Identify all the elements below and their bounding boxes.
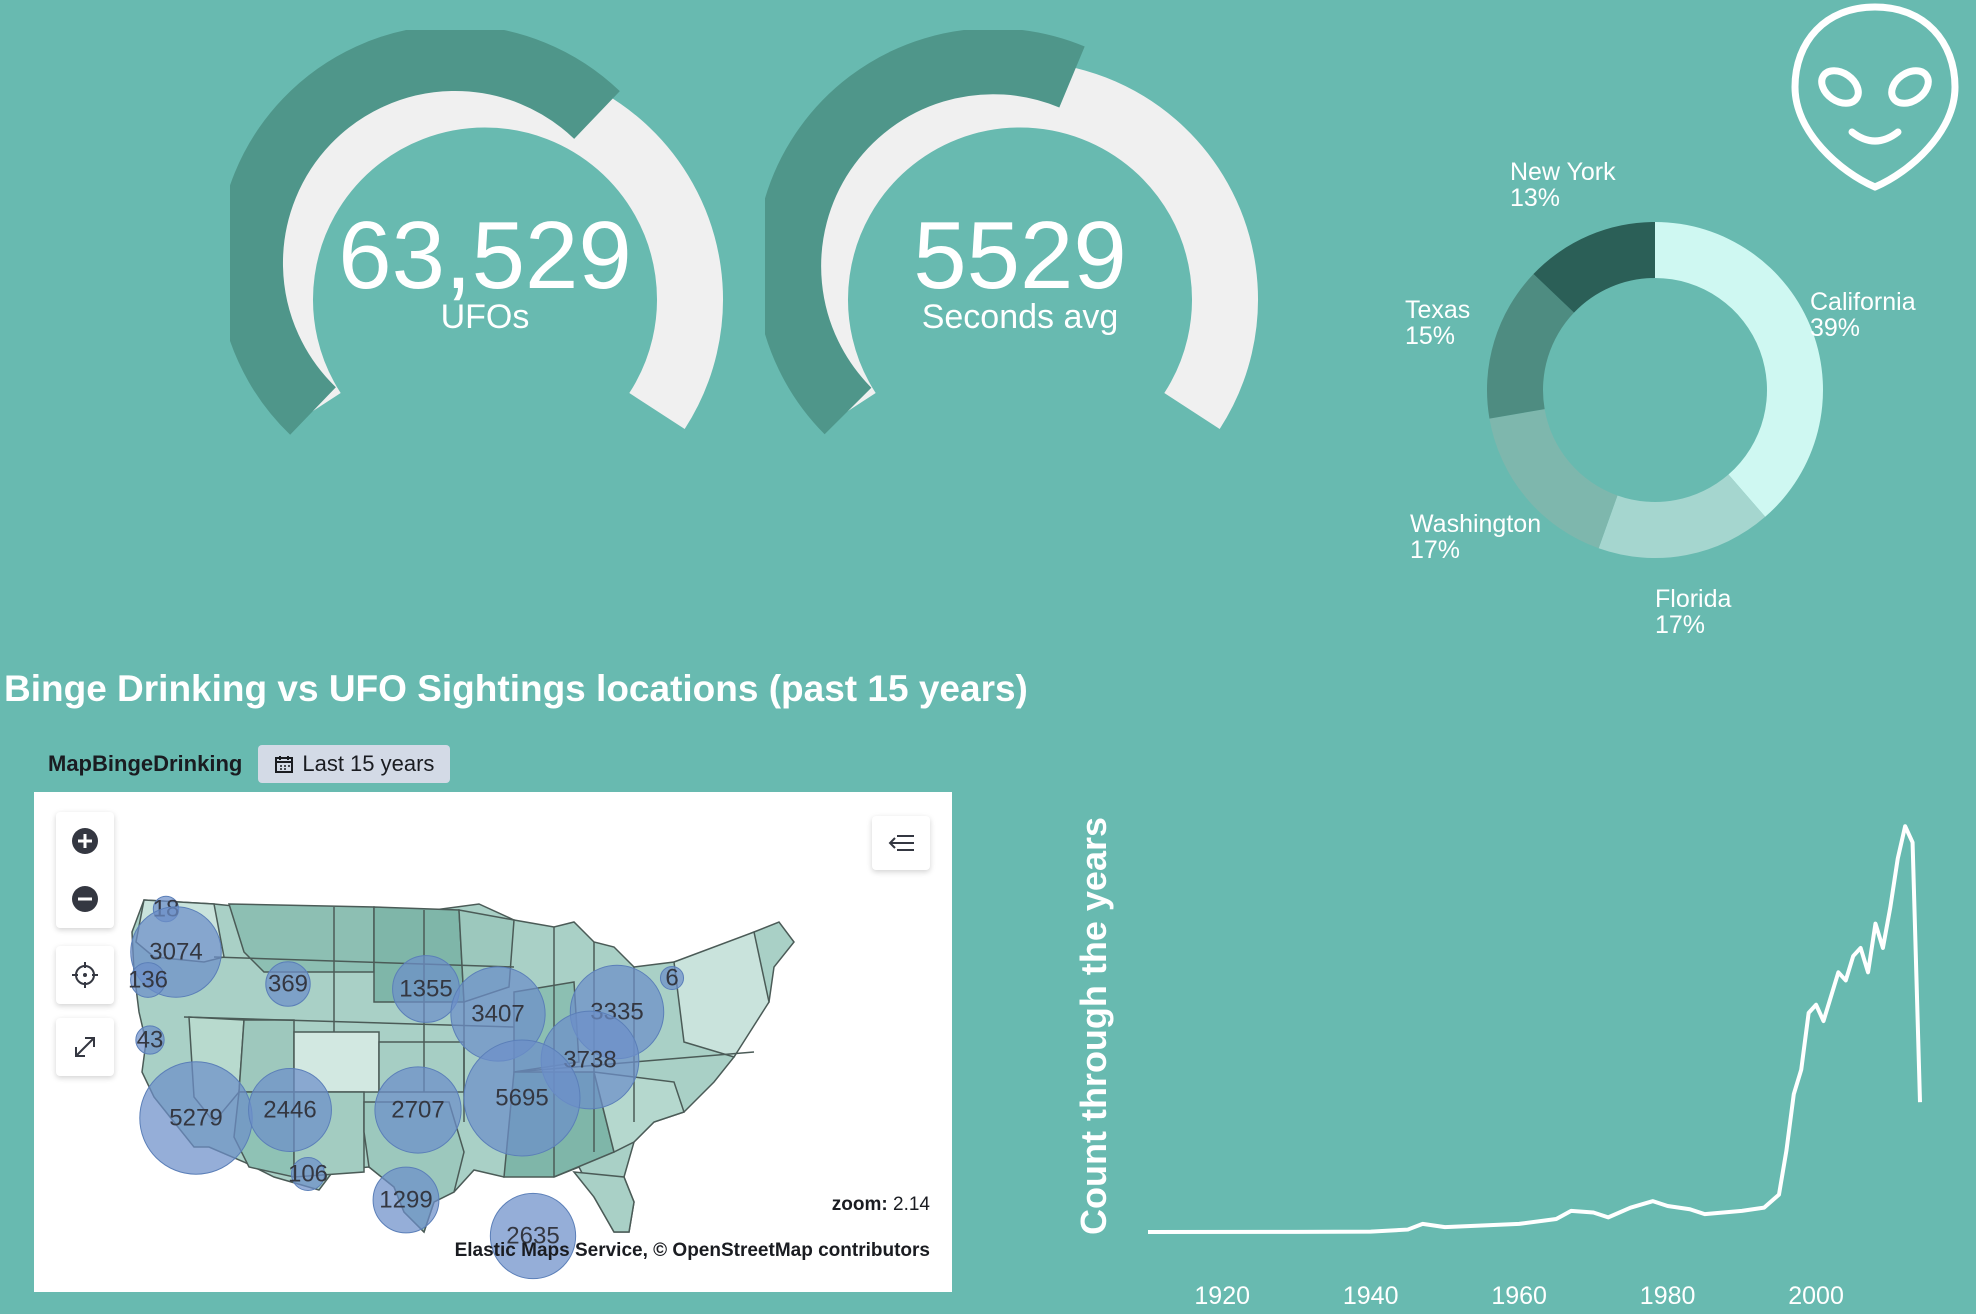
donut-label-name: Washington [1410,510,1541,538]
cluster-marker[interactable] [463,1039,581,1157]
time-range-label: Last 15 years [302,751,435,776]
minus-circle-icon [72,886,98,912]
x-tick-label: 1940 [1343,1282,1399,1310]
cluster-count-label: 5695 [495,1085,548,1112]
cluster-marker[interactable] [372,1166,440,1234]
cluster-count-label: 2446 [263,1097,316,1124]
zoom-out-button[interactable] [56,870,114,928]
legend-toggle-button[interactable] [872,816,930,870]
donut-label-name: New York [1510,158,1616,186]
map-name: MapBingeDrinking [48,751,243,776]
cluster-count-label: 43 [137,1027,164,1054]
cluster-count-label: 136 [128,967,168,994]
state-northeast [673,930,770,1058]
y-axis-label: Count through the years [1073,817,1114,1235]
cluster-marker[interactable] [135,1025,165,1055]
gauge-fill [230,30,620,435]
gauge-fill [765,30,1085,435]
x-tick-label: 1960 [1491,1282,1547,1310]
crosshair-icon [72,962,98,988]
cluster-marker[interactable] [290,1156,326,1192]
gauge-label: Seconds avg [922,298,1119,336]
cluster-count-label: 5279 [169,1105,222,1132]
fullscreen-control [56,1018,114,1076]
cluster-count-label: 1355 [399,976,452,1003]
donut-label-name: California [1810,288,1916,316]
zoom-readout: zoom: 2.14 [831,1194,930,1215]
calendar-icon [275,756,294,773]
gauge-seconds: 5529 Seconds avg [765,30,1258,435]
us-map[interactable]: 1830741363691355340733356433738527924462… [34,792,952,1292]
donut-label-name: Texas [1405,296,1470,324]
us-states-layer [131,899,795,1234]
donut-slice-florida[interactable] [1598,474,1766,558]
cluster-marker[interactable] [489,1192,577,1280]
cluster-count-label: 3074 [149,939,202,966]
line-chart: 1920 1940 1960 1980 2000 Count through the ye… [1073,817,1922,1310]
cluster-marker[interactable] [659,965,685,991]
cluster-marker[interactable] [265,961,311,1007]
menu-left-icon [888,835,914,851]
x-tick-label: 1980 [1640,1282,1696,1310]
gauge-label: UFOs [441,298,530,336]
cluster-count-label: 3407 [471,1001,524,1028]
line-series [1147,824,1922,1234]
expand-icon [75,1037,95,1057]
donut-slice-new-york[interactable] [1533,222,1655,313]
cluster-marker[interactable] [248,1068,332,1152]
donut-label-name: Florida [1655,585,1732,613]
cluster-count-label: 6 [665,965,678,992]
locate-button[interactable] [56,946,114,1004]
cluster-layer[interactable]: 1830741363691355340733356433738527924462… [128,896,685,1280]
donut-label-percent: 17% [1655,611,1705,639]
donut-label-percent: 39% [1810,314,1860,342]
map-attribution[interactable]: Elastic Maps Service, © OpenStreetMap co… [454,1240,930,1261]
zoom-controls [56,812,114,928]
cluster-marker[interactable] [374,1066,462,1154]
cluster-count-label: 2635 [506,1223,559,1250]
gauge-ufos: 63,529 UFOs [230,30,723,435]
donut-label-percent: 15% [1405,322,1455,350]
zoom-in-button[interactable] [56,812,114,870]
cluster-count-label: 1299 [379,1187,432,1214]
plus-circle-icon [72,828,98,854]
donut-slice-washington[interactable] [1489,409,1618,549]
state-florida [572,1171,635,1233]
x-tick-label: 2000 [1788,1282,1844,1310]
donut-slice-texas[interactable] [1487,274,1574,419]
donut-slice-california[interactable] [1655,222,1823,517]
section-title: Binge Drinking vs UFO Sightings location… [4,668,1028,709]
locate-control [56,946,114,1004]
state-montana [227,903,375,973]
gauge-value: 63,529 [338,202,632,309]
donut-label-percent: 17% [1410,536,1460,564]
time-range-badge[interactable]: Last 15 years [258,745,451,783]
donut-label-percent: 13% [1510,184,1560,212]
cluster-marker[interactable] [130,962,166,998]
alien-head-icon [1791,3,1959,191]
cluster-count-label: 2707 [391,1097,444,1124]
map-header: MapBingeDrinking Last 15 years [48,744,451,784]
fullscreen-button[interactable] [56,1018,114,1076]
x-tick-label: 1920 [1194,1282,1250,1310]
cluster-count-label: 106 [288,1161,328,1188]
donut-chart: California39%Florida17%Washington17%Texa… [1405,158,1916,639]
cluster-count-label: 369 [268,971,308,998]
gauge-value: 5529 [913,202,1127,309]
map-panel[interactable]: 1830741363691355340733356433738527924462… [34,792,952,1292]
